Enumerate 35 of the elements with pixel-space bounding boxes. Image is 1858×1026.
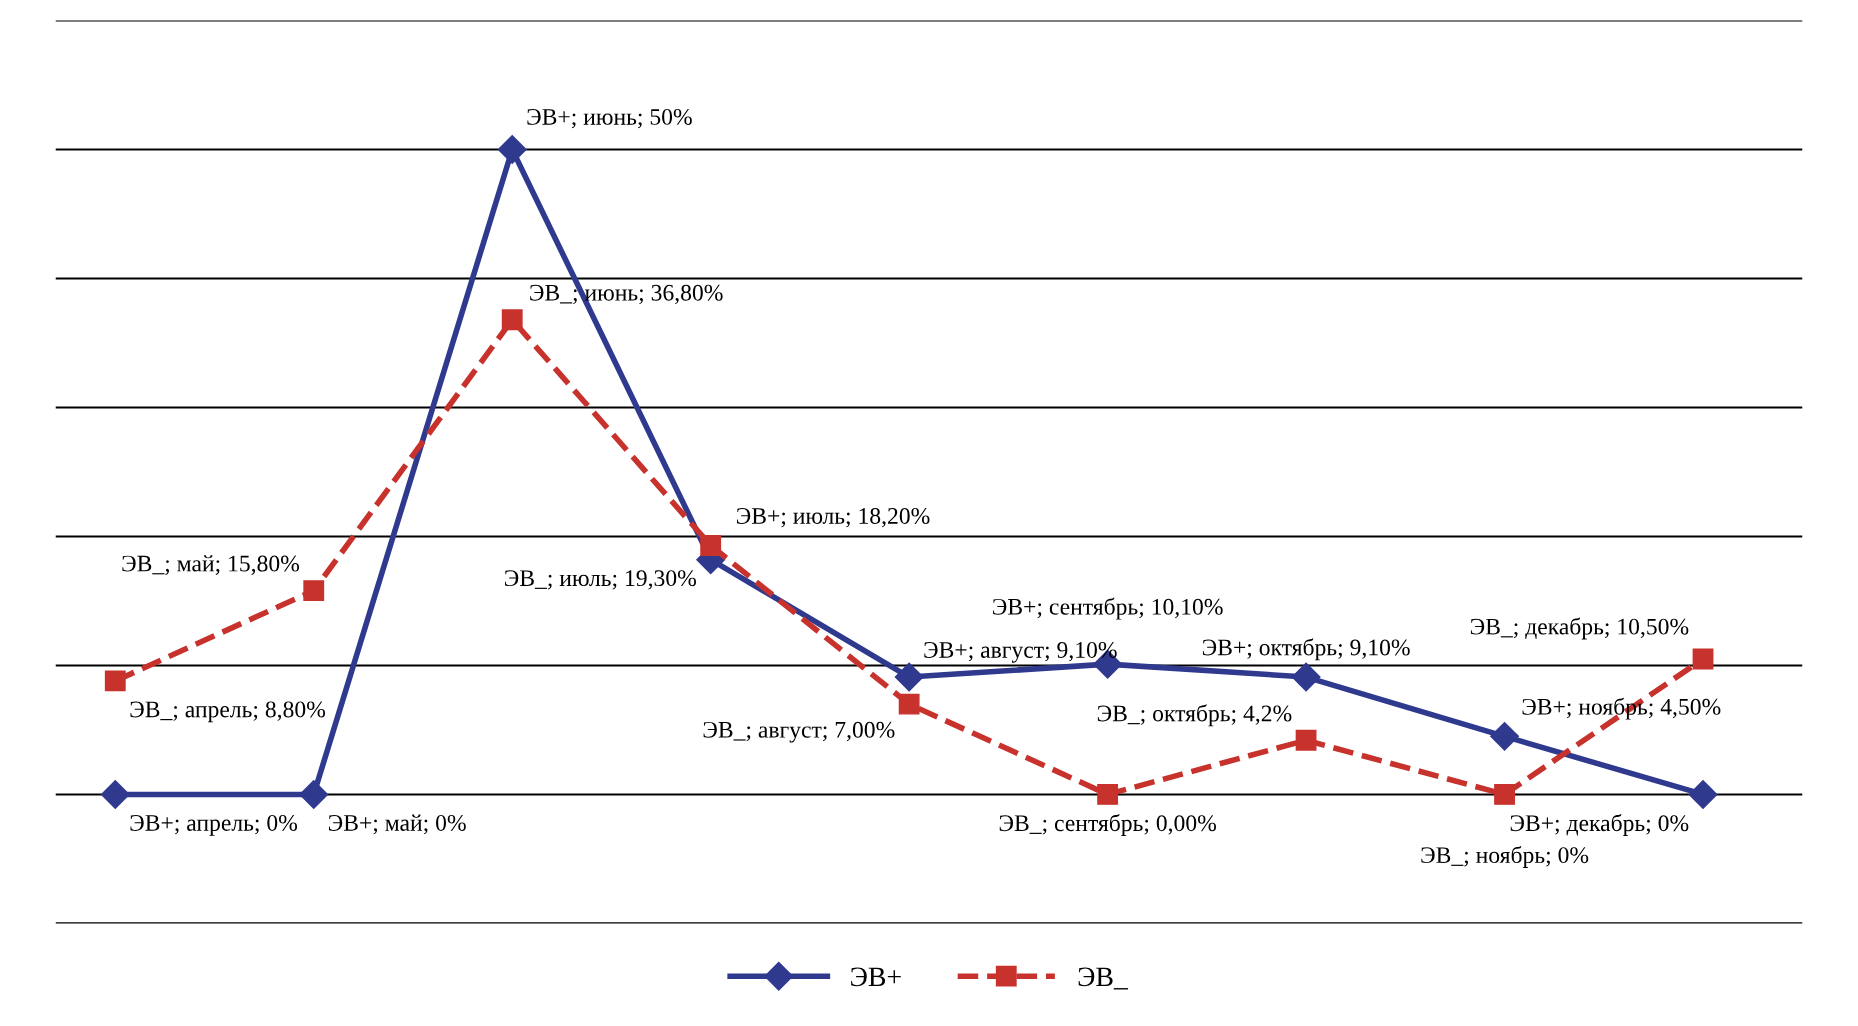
point	[898, 693, 920, 715]
data-label: ЭВ_; сентябрь; 0,00%	[999, 814, 1217, 836]
data-label: ЭВ_; июль; 19,30%	[505, 570, 696, 590]
point	[104, 670, 126, 692]
point	[497, 135, 527, 164]
point	[894, 662, 924, 692]
legend-label: ЭВ+	[851, 967, 901, 987]
data-label: ЭВ+; сентябрь; 10,10%	[993, 597, 1223, 620]
data-label: ЭВ+; июнь; 50%	[527, 108, 692, 129]
data-label: ЭВ+; декабрь; 0%	[1510, 814, 1689, 836]
data-label: ЭВ_; октябрь; 4,2%	[1097, 704, 1292, 727]
data-label: ЭВ_; ноябрь; 0%	[1421, 845, 1589, 868]
point	[1494, 783, 1515, 805]
data-label: ЭВ+; май; 0%	[328, 814, 466, 835]
point	[1688, 779, 1718, 809]
data-label: ЭВ+; июль; 18,20%	[736, 507, 930, 528]
point	[299, 779, 329, 809]
point	[1295, 729, 1317, 751]
point	[1692, 648, 1714, 670]
data-label: ЭВ_; август; 7,00%	[703, 721, 895, 743]
point	[700, 535, 722, 556]
data-label: ЭВ_; декабрь; 10,50%	[1470, 617, 1689, 640]
point	[1490, 721, 1519, 751]
data-label: ЭВ_; июнь; 36,80%	[530, 284, 723, 305]
point	[1097, 783, 1119, 805]
data-label: ЭВ+; октябрь; 9,10%	[1202, 638, 1410, 661]
data-label: ЭВ+; апрель; 0%	[130, 814, 298, 836]
point	[303, 580, 325, 602]
data-label: ЭВ+; август; 9,10%	[924, 641, 1117, 663]
point	[100, 779, 130, 809]
point	[1291, 662, 1321, 692]
data-label: ЭВ_; май; 15,80%	[122, 555, 300, 575]
legend-label: ЭВ_	[1078, 967, 1129, 990]
data-label: ЭВ_; апрель; 8,80%	[130, 701, 326, 723]
point	[501, 309, 523, 331]
